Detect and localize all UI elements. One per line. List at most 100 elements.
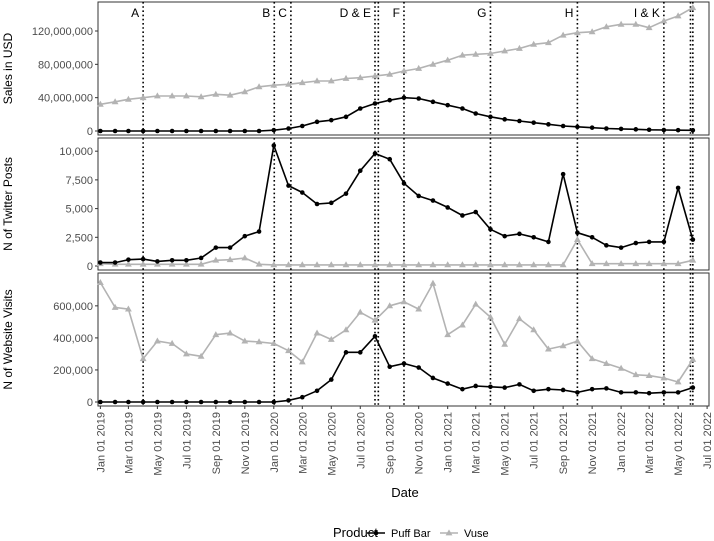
legend-label: Vuse [464, 528, 489, 540]
y-tick-label: 7,500 [65, 175, 93, 187]
vuse-point [226, 91, 234, 98]
puff-bar-point [169, 399, 175, 405]
puff-bar-point [646, 390, 652, 396]
puff-bar-point [242, 128, 248, 134]
puff-bar-point [184, 399, 189, 405]
panel-1: 0 40,000,000 80,000,000 120,000,000 Sales in… [1, 1, 710, 138]
puff-bar-point [546, 239, 551, 245]
vuse-point [689, 355, 697, 362]
vuse-point [255, 260, 263, 267]
puff-bar-point [242, 233, 248, 239]
puff-bar-point [575, 124, 580, 130]
puff-bar-point [213, 245, 219, 250]
event-label: C [278, 6, 287, 20]
puff-bar-point [286, 398, 291, 403]
vuse-point [501, 261, 509, 268]
puff-bar-point [140, 399, 146, 405]
x-tick-label: Jul 01 2021 [529, 412, 541, 469]
puff-bar-point [98, 260, 103, 265]
x-tick-label: Jul 01 2022 [702, 412, 714, 469]
puff-bar-point [286, 126, 291, 131]
x-tick-label: Mar 01 2022 [644, 412, 656, 474]
puff-bar-point [546, 386, 551, 392]
event-label: H [565, 6, 574, 20]
vuse-point [371, 316, 379, 323]
vuse-point [313, 329, 321, 336]
vuse-point [660, 260, 668, 267]
vuse-point [298, 358, 306, 365]
vuse-point [545, 345, 552, 352]
panel-3: 0 200,000 400,000 600,000 N of Website Visit… [1, 272, 710, 409]
y-tick-label: 200,000 [53, 365, 93, 377]
vuse-point [472, 50, 480, 57]
x-tick-label: Sep 01 2021 [558, 412, 570, 474]
vuse-point [588, 28, 596, 35]
puff-bar-point [357, 350, 363, 355]
x-tick-label: May 01 2021 [500, 412, 512, 476]
vuse-point [588, 260, 596, 267]
puff-bar-point [531, 388, 536, 394]
puff-bar-point [460, 213, 465, 218]
puff-bar-point [560, 171, 566, 177]
vuse-point [125, 305, 132, 312]
puff-bar-point [227, 399, 233, 405]
panel-border [97, 272, 710, 407]
vuse-point [285, 80, 292, 87]
puff-bar-point [646, 239, 652, 245]
puff-bar-point [314, 388, 320, 394]
vuse-point [516, 44, 523, 51]
puff-bar-point [387, 156, 393, 162]
vuse-point [371, 72, 379, 79]
puff-bar-point [198, 399, 204, 405]
puff-bar-point [169, 128, 175, 134]
vuse-point [386, 302, 394, 309]
vuse-point [125, 95, 132, 102]
vuse-point [168, 339, 176, 346]
puff-bar-point [343, 191, 349, 196]
puff-bar-point [140, 128, 146, 134]
vuse-point [111, 98, 119, 105]
vuse-point [588, 355, 596, 362]
puff-bar-point [502, 233, 507, 239]
vuse-point [530, 40, 538, 47]
puff-bar-point [690, 127, 696, 133]
x-tick-label: Sep 01 2020 [385, 412, 397, 474]
vuse-point [313, 77, 321, 84]
vuse-point [472, 300, 480, 307]
puff-bar-point [314, 119, 320, 125]
vuse-point [197, 260, 205, 267]
puff-bar-point [372, 333, 378, 339]
puff-bar-point [517, 118, 522, 124]
vuse-point [342, 261, 350, 268]
puff-bar-point [112, 399, 118, 405]
vuse-point [212, 90, 220, 97]
puff-bar-point [387, 97, 393, 103]
vuse-point [444, 261, 452, 268]
y-tick-label: 0 [87, 397, 93, 409]
vuse-point [400, 298, 408, 305]
puff-bar-point [430, 198, 436, 203]
x-tick-label: Jan 01 2021 [443, 412, 455, 473]
vuse-point [285, 261, 292, 268]
puff-bar-point [227, 128, 233, 134]
puff-bar-point [633, 390, 639, 395]
puff-bar-point [690, 385, 696, 390]
vuse-point [415, 305, 423, 312]
puff-bar-point [589, 386, 595, 392]
vuse-point [545, 39, 552, 46]
vuse-point [182, 260, 190, 267]
vuse-point [516, 261, 523, 268]
puff-bar-point [126, 399, 131, 405]
puff-bar-point [227, 245, 233, 250]
vuse-point [270, 81, 278, 88]
vuse-point [516, 315, 523, 322]
y-tick-label: 400,000 [53, 333, 93, 345]
event-label: I & K [634, 6, 660, 20]
event-label: A [131, 6, 139, 20]
vuse-point [168, 92, 176, 99]
panels-layer: 0 40,000,000 80,000,000 120,000,000 Sales in… [1, 1, 710, 409]
puff-bar-point [445, 102, 450, 108]
puff-bar-point [430, 375, 436, 381]
vuse-point [96, 279, 104, 286]
puff-bar-point [286, 183, 291, 188]
